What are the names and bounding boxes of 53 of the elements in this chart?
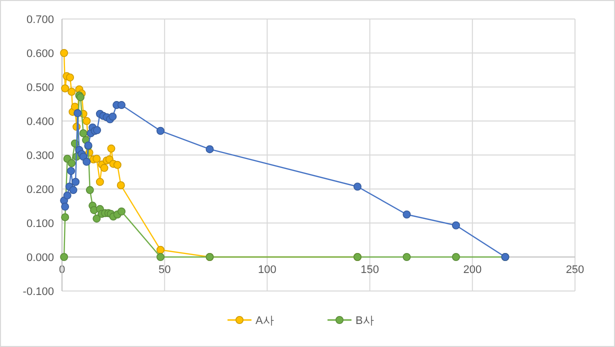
- point: [61, 202, 70, 211]
- point: [69, 186, 78, 194]
- point: [92, 154, 101, 163]
- point: [96, 178, 104, 186]
- point: [402, 210, 411, 218]
- point: [93, 126, 102, 134]
- point: [72, 178, 80, 186]
- y-tick-label: 0.300: [26, 150, 54, 162]
- point: [116, 181, 125, 190]
- point: [353, 182, 362, 191]
- point: [63, 191, 72, 200]
- point: [156, 253, 164, 261]
- y-tick-label: 0.500: [26, 82, 54, 94]
- y-tick-label: -0.100: [22, 286, 54, 298]
- point: [66, 73, 74, 82]
- point: [107, 144, 116, 153]
- x-tick-label: 250: [566, 264, 584, 276]
- point: [60, 49, 68, 57]
- point: [86, 186, 94, 194]
- y-tick-label: 0.700: [26, 14, 54, 26]
- point: [68, 159, 76, 168]
- y-tick-label: 0.400: [26, 116, 54, 128]
- point: [108, 112, 117, 121]
- y-tick-label: 0.100: [26, 218, 54, 230]
- legend-label: B사: [356, 315, 374, 327]
- point: [82, 158, 91, 166]
- legend-label: A사: [256, 315, 274, 327]
- x-tick-label: 150: [360, 264, 379, 276]
- point: [60, 253, 68, 261]
- point: [79, 129, 88, 138]
- point: [67, 166, 76, 175]
- y-tick-label: 0.600: [26, 48, 54, 60]
- x-tick-label: 100: [258, 264, 276, 276]
- point: [61, 84, 70, 92]
- point: [452, 253, 460, 261]
- point: [452, 221, 460, 230]
- y-tick-label: 0.200: [26, 184, 54, 196]
- point: [82, 117, 91, 125]
- x-tick-label: 200: [463, 264, 482, 276]
- point: [156, 246, 164, 254]
- point: [118, 207, 126, 216]
- point: [156, 126, 164, 135]
- point: [206, 145, 214, 154]
- point: [92, 214, 101, 223]
- point: [61, 213, 70, 222]
- point: [68, 88, 76, 96]
- point: [113, 160, 122, 169]
- point: [402, 253, 411, 261]
- point: [100, 164, 108, 172]
- x-tick-label: 50: [158, 264, 171, 276]
- point: [118, 101, 126, 110]
- y-tick-label: 0.000: [26, 252, 54, 264]
- point: [74, 109, 82, 118]
